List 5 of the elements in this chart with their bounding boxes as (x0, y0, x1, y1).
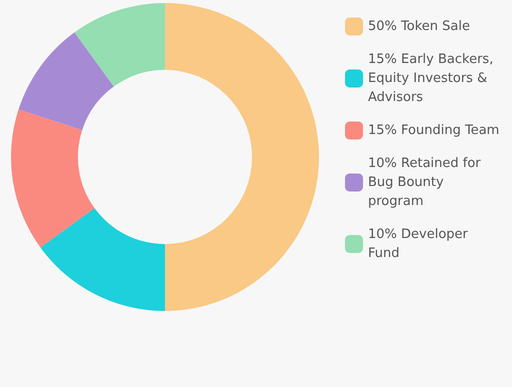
legend-label: 15% Founding Team (368, 123, 500, 138)
legend-label: 10% Developer Fund (368, 227, 472, 261)
legend-label: 50% Token Sale (368, 19, 470, 34)
legend-label: 15% Early Backers, Equity Investors & Advisors (368, 52, 498, 105)
legend-label: 10% Retained for Bug Bounty program (368, 156, 485, 209)
